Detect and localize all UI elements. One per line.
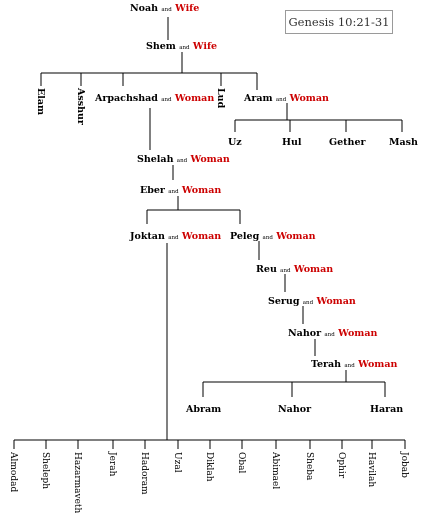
person-name: Serug — [268, 296, 300, 307]
and-connector: and — [344, 363, 355, 369]
spouse-name: Woman — [276, 231, 316, 242]
person-lud: Lud — [215, 88, 226, 109]
spouse-name: Woman — [181, 185, 222, 196]
person-asshur: Asshur — [75, 88, 86, 125]
and-connector: and — [262, 235, 273, 241]
person-havilah: Havilah — [366, 452, 376, 488]
couple-serug: Serug and Woman — [268, 296, 356, 307]
person-diklah: Diklah — [204, 452, 214, 482]
person-abimael: Abimael — [270, 452, 280, 490]
person-sheleph: Sheleph — [40, 452, 50, 490]
couple-peleg: Peleg and Woman — [230, 231, 316, 242]
couple-eber: Eber and Woman — [140, 185, 221, 196]
and-connector: and — [161, 97, 172, 103]
person-almodad: Almodad — [8, 452, 18, 493]
person-name: Eber — [140, 185, 165, 196]
person-name: Aram — [244, 93, 273, 104]
person-jerah: Jerah — [107, 452, 117, 477]
spouse-name: Woman — [293, 264, 334, 275]
couple-terah: Terah and Woman — [311, 359, 397, 370]
person-name: Reu — [256, 264, 277, 275]
person-haran: Haran — [370, 404, 404, 415]
person-obal: Obal — [236, 452, 246, 474]
couple-aram: Aram and Woman — [244, 93, 329, 104]
and-connector: and — [280, 268, 291, 274]
and-connector: and — [179, 45, 190, 51]
spouse-name: Woman — [358, 359, 398, 370]
person-uz: Uz — [228, 137, 242, 148]
couple-nahor-elder: Nahor and Woman — [288, 328, 377, 339]
person-hul: Hul — [282, 137, 302, 148]
couple-reu: Reu and Woman — [256, 264, 333, 275]
couple-joktan: Joktan and Woman — [130, 231, 221, 242]
spouse-name: Woman — [338, 328, 378, 339]
couple-noah: Noah and Wife — [130, 3, 199, 14]
person-name: Terah — [311, 359, 342, 370]
person-jobab: Jobab — [399, 452, 409, 478]
person-name: Peleg — [230, 231, 260, 242]
person-gether: Gether — [329, 137, 366, 148]
scripture-reference: Genesis 10:21-31 — [285, 10, 393, 34]
and-connector: and — [168, 189, 179, 195]
person-name: Shem — [146, 41, 176, 52]
and-connector: and — [302, 300, 314, 306]
person-name: Arpachshad — [95, 93, 158, 104]
person-elam: Elam — [35, 88, 46, 116]
person-ophir: Ophir — [336, 452, 346, 479]
spouse-name: Woman — [181, 231, 222, 242]
person-hazarmaveth: Hazarmaveth — [72, 452, 82, 514]
person-hadoram: Hadoram — [139, 452, 149, 495]
couple-shem: Shem and Wife — [146, 41, 217, 52]
and-connector: and — [324, 332, 335, 338]
and-connector: and — [168, 235, 179, 241]
couple-arpachshad: Arpachshad and Woman — [95, 93, 214, 104]
spouse-name: Woman — [289, 93, 329, 104]
person-mash: Mash — [389, 137, 418, 148]
and-connector: and — [161, 7, 172, 13]
spouse-name: Woman — [174, 93, 215, 104]
and-connector: and — [275, 97, 287, 103]
person-name: Shelah — [137, 154, 174, 165]
spouse-name: Woman — [316, 296, 356, 307]
spouse-name: Wife — [175, 3, 200, 14]
person-nahor: Nahor — [278, 404, 312, 415]
person-uzal: Uzal — [172, 452, 182, 473]
person-name: Noah — [130, 3, 159, 14]
person-name: Nahor — [288, 328, 322, 339]
person-name: Joktan — [130, 231, 165, 242]
person-sheba: Sheba — [304, 452, 314, 481]
spouse-name: Woman — [190, 154, 230, 165]
spouse-name: Wife — [192, 41, 218, 52]
and-connector: and — [176, 158, 188, 164]
couple-shelah: Shelah and Woman — [137, 154, 230, 165]
person-abram: Abram — [186, 404, 222, 415]
